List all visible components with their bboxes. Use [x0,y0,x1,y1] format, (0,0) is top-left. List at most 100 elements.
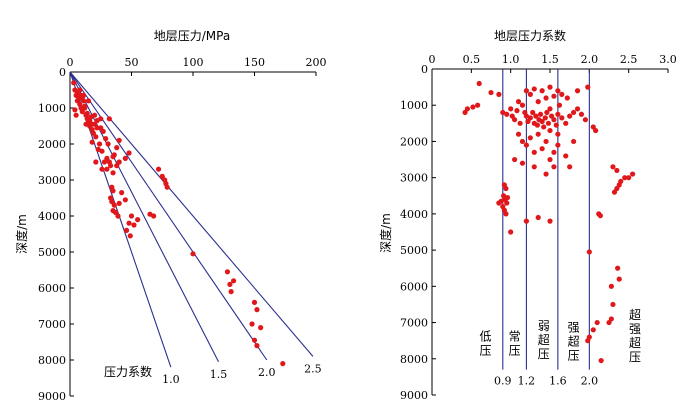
left-y-tick-label: 4000 [38,210,66,223]
data-point [84,110,90,116]
zone-label-char: 超 [629,335,641,350]
data-point [544,109,550,116]
data-point [594,319,600,326]
data-point [488,89,494,96]
data-point [254,307,260,313]
data-point [116,137,122,143]
left-chart-title: 地层压力/MPa [154,29,230,43]
data-point [539,118,545,125]
data-point [106,116,112,122]
zone-label-char: 超 [538,332,550,347]
data-point [515,131,522,137]
data-point [571,109,577,116]
zone-label-char: 压 [538,347,550,361]
data-point [543,95,549,101]
data-point [122,197,128,203]
data-point [96,141,103,147]
coefficient-line-label: 2.0 [258,366,276,379]
data-point [582,117,589,123]
right-x-tick-label: 2.0 [581,53,599,66]
right-y-tick-label: 2000 [400,135,428,148]
zone-boundary-labels: 0.9 1.2 1.6 2.0 [494,375,598,388]
coefficient-line [69,71,268,361]
data-point [110,188,116,194]
data-point [119,190,125,196]
right-x-tick-label: 2.5 [620,53,638,66]
coefficient-line-label: 1.5 [210,368,228,381]
data-point [92,112,98,118]
coefficient-line [69,71,314,357]
data-point [578,111,585,117]
data-point [574,106,581,112]
coefficient-line-label: 2.5 [304,362,322,375]
zone-label-char: 强 [568,321,580,335]
data-point [155,166,162,172]
data-point [547,84,553,90]
data-point [126,220,132,226]
data-point [547,218,553,224]
data-point [610,301,616,308]
data-point [551,164,557,170]
data-point [564,95,570,101]
data-point [519,102,526,108]
data-point [496,200,502,206]
data-point [230,278,237,284]
data-point [504,200,510,206]
left-y-tick-label: 9000 [38,390,66,403]
data-point [515,99,522,105]
data-point [126,150,132,156]
data-point [541,124,547,130]
data-point [608,283,614,289]
data-point [164,184,170,190]
right-x-tick-label: 3.0 [659,53,677,66]
data-point [103,136,109,142]
left-y-tick-label: 5000 [38,246,66,259]
right-y-tick-label: 8000 [400,353,428,366]
left-y-tick-label: 0 [59,66,66,79]
data-point [228,289,234,295]
data-point [527,115,533,121]
data-point [135,217,141,223]
data-point [517,120,523,126]
data-point [534,122,541,128]
data-point [519,138,526,145]
data-point [100,128,106,134]
data-point [527,135,533,141]
data-point [614,167,620,174]
data-point [93,134,99,140]
data-point [593,127,599,134]
data-point [123,227,130,233]
data-point [531,86,537,92]
data-point [280,361,286,367]
data-point [590,327,596,333]
zone-label-char: 超 [629,307,641,322]
data-point [508,229,514,235]
data-point [547,106,553,112]
data-point [105,141,111,147]
data-point [551,149,557,155]
coefficient-depth-chart: 地层压力系数 0 0.5 1.0 1.5 2.0 2.5 3.0 0 1000 2000 3000… [378,28,677,402]
data-point [611,189,618,195]
right-y-ticks: 0 1000 2000 3000 4000 5000 6000 7000 8000 9000 [400,63,436,402]
right-y-tick-label: 5000 [400,244,428,257]
zone-label-char: 弱 [538,319,550,333]
data-point [542,115,548,121]
data-point [464,106,470,112]
zone-label-char: 超 [568,334,580,349]
data-point [571,138,577,145]
data-point [616,276,622,282]
pressure-depth-chart: 地层压力/MPa 0 50 100 150 200 0 1000 2000 3000 4000 5… [14,29,327,403]
data-point [523,88,530,94]
data-point [523,113,530,119]
left-x-tick-label: 200 [306,56,327,69]
data-point [626,175,632,181]
data-point [547,156,553,163]
data-point [610,164,616,170]
data-point [224,269,231,275]
data-point [470,104,476,110]
data-point [503,185,509,192]
right-chart-title: 地层压力系数 [494,28,566,43]
data-point [533,113,539,119]
data-point [630,171,636,177]
data-point [122,155,128,161]
